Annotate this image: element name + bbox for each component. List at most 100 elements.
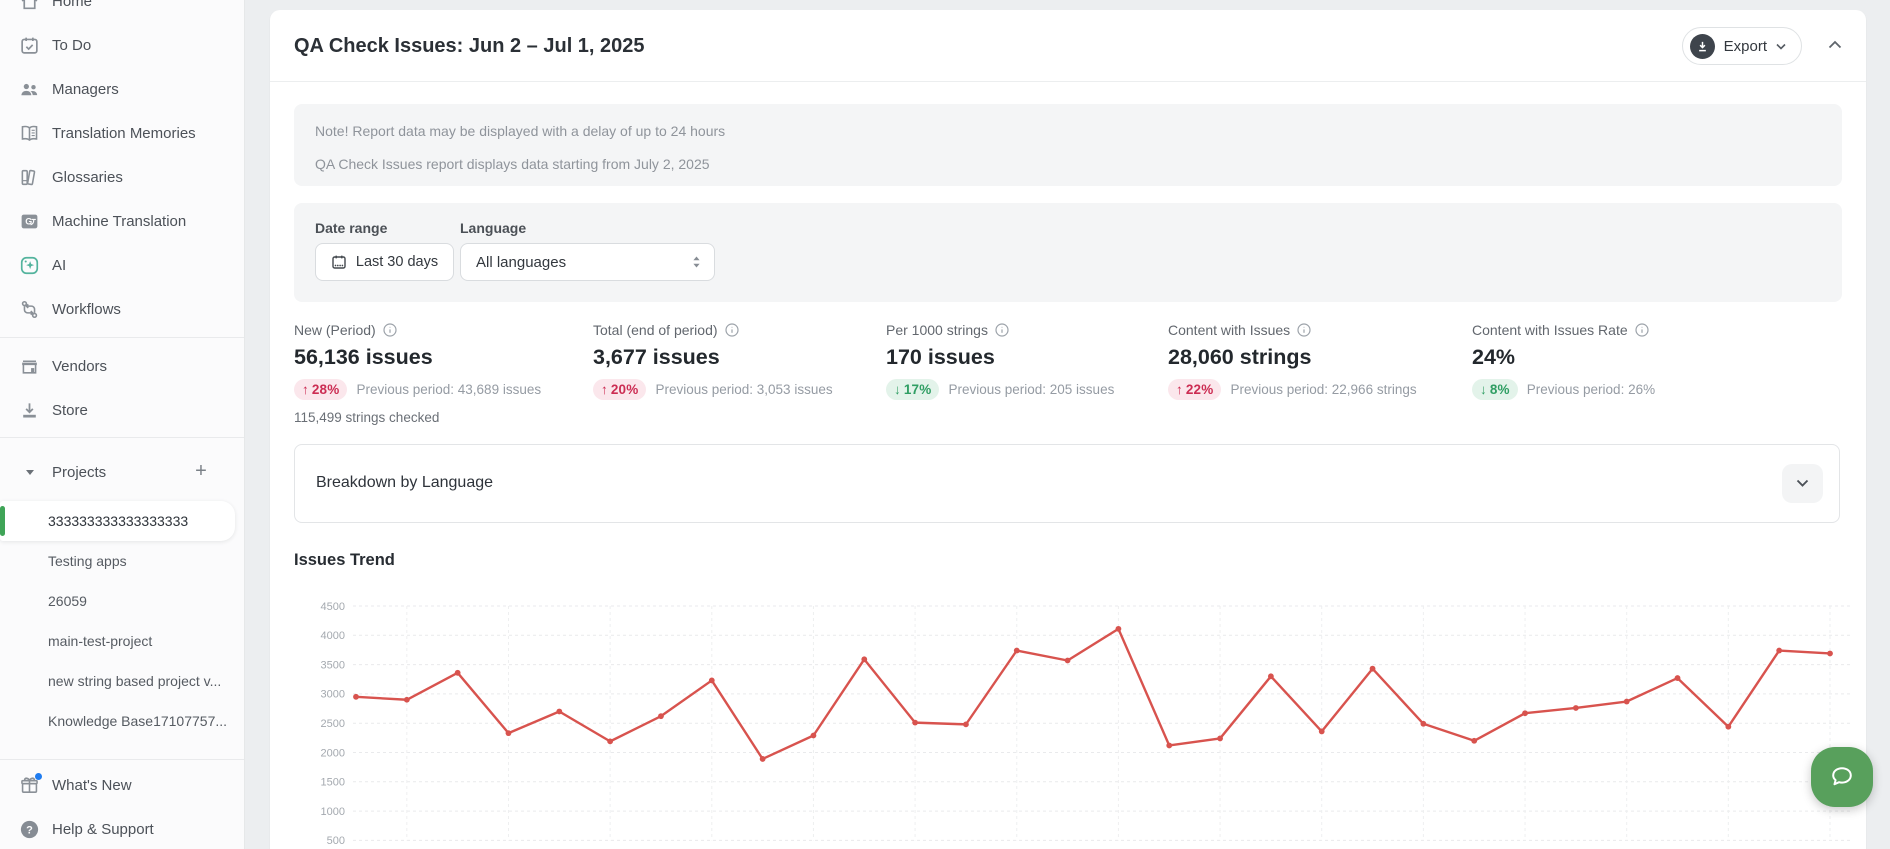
sidebar-item-label: Help & Support (52, 820, 154, 838)
stat-value: 3,677 issues (593, 345, 720, 369)
chevron-down-icon (1796, 479, 1809, 488)
glossaries-icon (19, 167, 40, 188)
sidebar-item-label: Home (52, 0, 93, 10)
managers-icon (19, 79, 40, 100)
filters-panel: Date range Language Last 30 days All lan… (294, 203, 1842, 302)
project-item[interactable]: 333333333333333333 (0, 501, 235, 541)
vendors-icon (19, 356, 40, 377)
projects-section-label: Projects (52, 463, 107, 481)
svg-text:3500: 3500 (321, 659, 345, 671)
projects-section-header: Projects + (0, 448, 244, 496)
previous-period: Previous period: 22,966 strings (1230, 382, 1417, 397)
strings-checked: 115,499 strings checked (294, 410, 440, 425)
sidebar-item-managers[interactable]: Managers (0, 67, 244, 111)
chat-widget-button[interactable] (1811, 747, 1873, 807)
sidebar-nav: Home To Do Managers Translation Memories… (0, 0, 244, 331)
sidebar-item-label: AI (52, 256, 67, 274)
calendar-icon (331, 254, 347, 270)
sidebar-item-ai[interactable]: AI (0, 243, 244, 287)
info-icon[interactable] (1635, 322, 1649, 337)
notification-dot (35, 772, 42, 780)
sidebar-item-todo[interactable]: To Do (0, 23, 244, 67)
chevron-up-icon[interactable] (1828, 40, 1848, 54)
sidebar-item-label: Store (52, 401, 88, 419)
svg-text:1500: 1500 (321, 777, 345, 789)
sidebar-divider (0, 337, 244, 338)
info-icon[interactable] (383, 322, 397, 337)
sidebar-item-workflows[interactable]: Workflows (0, 287, 244, 331)
info-icon[interactable] (1297, 322, 1311, 337)
sidebar-footer: What's New ? Help & Support (0, 763, 244, 849)
sidebar-item-home[interactable]: Home (0, 0, 244, 23)
sidebar-item-label: What's New (52, 776, 132, 794)
project-item[interactable]: Knowledge Base17107757... (48, 713, 228, 729)
export-button-label: Export (1723, 37, 1767, 55)
sidebar-item-label: Managers (52, 80, 119, 98)
caret-down-icon (1776, 43, 1786, 50)
project-item[interactable]: 26059 (48, 593, 87, 609)
stat-value: 170 issues (886, 345, 995, 369)
stat-new-period: New (Period) 56,136 issues ↑ 28% Previous… (294, 321, 593, 425)
project-item[interactable]: new string based project v... (48, 673, 222, 689)
workflows-icon (19, 299, 40, 320)
issues-trend-title: Issues Trend (294, 551, 395, 569)
trend-badge: ↓ 8% (1472, 379, 1518, 400)
trend-badge: ↑ 20% (593, 379, 647, 400)
svg-text:2000: 2000 (321, 747, 345, 759)
report-card: QA Check Issues: Jun 2 – Jul 1, 2025 Exp… (270, 10, 1866, 849)
breakdown-expand-button[interactable] (1782, 464, 1823, 503)
issues-trend-chart: 4500 4000 3500 3000 2500 2000 1500 1000 500 (321, 601, 1851, 847)
stat-content-with-issues: Content with Issues 28,060 strings ↑ 22%… (1168, 321, 1472, 425)
sidebar-item-whats-new[interactable]: What's New (0, 763, 244, 807)
export-button[interactable]: Export (1681, 27, 1802, 65)
sidebar-item-store[interactable]: Store (0, 388, 244, 432)
date-range-button[interactable]: Last 30 days (315, 243, 454, 281)
add-project-button[interactable]: + (195, 460, 207, 482)
page-title: QA Check Issues: Jun 2 – Jul 1, 2025 (294, 35, 645, 57)
sidebar-item-label: Vendors (52, 357, 108, 375)
previous-period: Previous period: 3,053 issues (655, 382, 833, 397)
svg-text:?: ? (26, 824, 33, 836)
select-arrows-icon (691, 255, 702, 269)
store-icon (19, 400, 40, 421)
sidebar-divider (0, 759, 244, 760)
sidebar-item-glossaries[interactable]: Glossaries (0, 155, 244, 199)
help-icon: ? (19, 819, 40, 840)
stats-row: New (Period) 56,136 issues ↑ 28% Previous… (294, 321, 1842, 425)
project-item[interactable]: main-test-project (48, 633, 153, 649)
stat-total-end-of-period: Total (end of period) 3,677 issues ↑ 20%… (593, 321, 886, 425)
date-range-value: Last 30 days (355, 254, 439, 270)
ai-icon (19, 255, 40, 276)
todo-calendar-icon (19, 35, 40, 56)
sidebar: Home To Do Managers Translation Memories… (0, 0, 245, 849)
gift-icon (19, 772, 42, 796)
previous-period: Previous period: 205 issues (948, 382, 1115, 397)
stat-value: 28,060 strings (1168, 345, 1312, 369)
sidebar-item-label: Translation Memories (52, 124, 196, 142)
sidebar-divider (0, 437, 244, 438)
breakdown-title: Breakdown by Language (316, 474, 494, 491)
sidebar-item-help-support[interactable]: ? Help & Support (0, 807, 244, 849)
svg-text:4000: 4000 (321, 630, 345, 642)
language-select[interactable]: All languages (460, 243, 715, 281)
svg-text:1000: 1000 (321, 806, 345, 818)
stat-value: 24% (1472, 345, 1516, 369)
projects-collapse-caret-icon[interactable] (19, 469, 40, 475)
svg-text:2500: 2500 (321, 718, 345, 730)
svg-text:4500: 4500 (321, 601, 345, 613)
translation-memories-icon (19, 123, 40, 144)
info-icon[interactable] (724, 322, 739, 337)
breakdown-by-language-panel[interactable]: Breakdown by Language (294, 444, 1840, 523)
sidebar-item-vendors[interactable]: Vendors (0, 344, 244, 388)
note-line-1: Note! Report data may be displayed with … (315, 123, 726, 139)
project-item[interactable]: Testing apps (48, 553, 127, 569)
svg-text:3000: 3000 (321, 689, 345, 701)
date-range-label: Date range (315, 220, 388, 236)
sidebar-item-machine-translation[interactable]: G Machine Translation (0, 199, 244, 243)
svg-text:G: G (25, 216, 32, 226)
sidebar-item-translation-memories[interactable]: Translation Memories (0, 111, 244, 155)
info-icon[interactable] (995, 322, 1009, 337)
home-icon (19, 0, 40, 12)
trend-badge: ↓ 17% (886, 379, 940, 400)
sidebar-item-label: Glossaries (52, 168, 123, 186)
